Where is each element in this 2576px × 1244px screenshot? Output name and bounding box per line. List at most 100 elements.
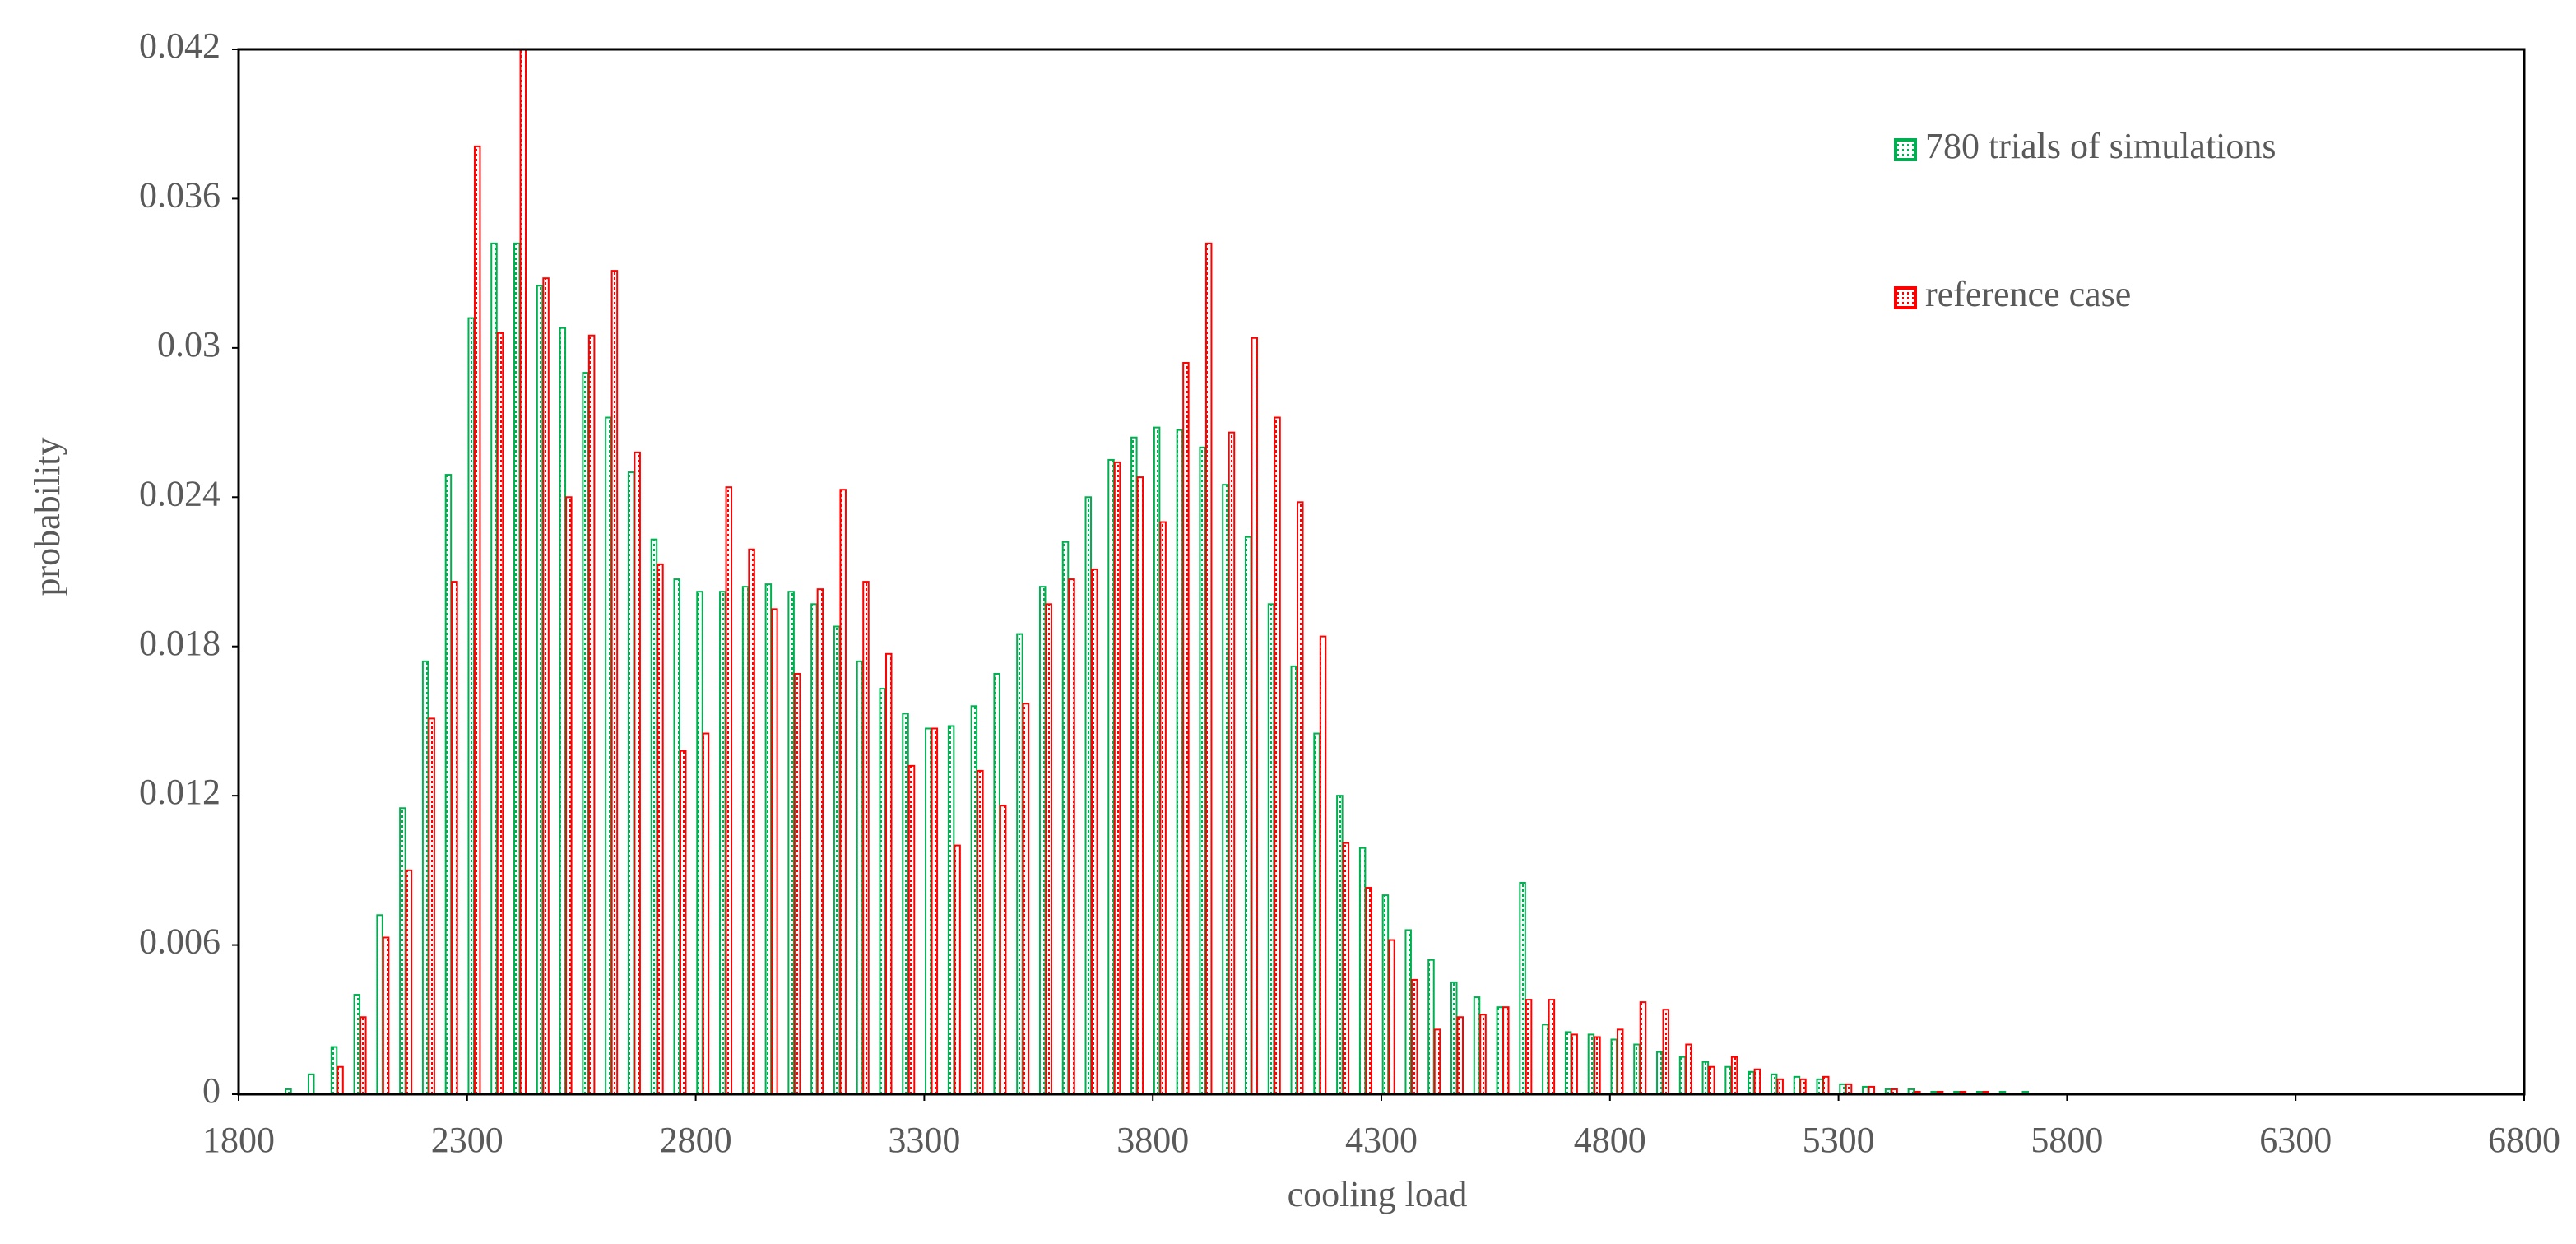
bar [1678, 1056, 1687, 1095]
legend-swatch [1894, 286, 1917, 309]
bar [1136, 476, 1144, 1095]
bar [605, 416, 612, 1095]
bar [610, 270, 619, 1096]
bar [337, 1065, 344, 1095]
bar [1113, 461, 1121, 1095]
bar [496, 332, 504, 1095]
bar [1656, 1051, 1664, 1095]
bar [1274, 416, 1281, 1095]
bar [999, 805, 1007, 1095]
bar [473, 145, 481, 1095]
bar [1336, 795, 1344, 1096]
bar [1045, 603, 1052, 1095]
bar [1525, 999, 1533, 1095]
bar [1038, 586, 1047, 1095]
bar [513, 242, 521, 1095]
bar [1433, 1028, 1441, 1096]
bar [536, 285, 544, 1095]
bar [1404, 929, 1412, 1096]
bar [1022, 703, 1030, 1095]
y-tick-label: 0.006 [139, 921, 220, 962]
bar [793, 672, 801, 1095]
bar [970, 705, 978, 1095]
bar [1068, 578, 1075, 1095]
bar [382, 936, 390, 1095]
bar [1708, 1065, 1715, 1095]
bar [1297, 501, 1304, 1095]
x-tick-label: 4300 [1345, 1120, 1418, 1160]
bar [490, 242, 498, 1095]
bar [741, 586, 750, 1095]
bar [1107, 458, 1115, 1095]
bar [467, 317, 475, 1096]
bar [702, 732, 710, 1095]
bar [1662, 1009, 1670, 1095]
bar [1748, 1070, 1755, 1096]
bar [673, 578, 680, 1095]
bar [330, 1046, 338, 1095]
bar [587, 334, 596, 1095]
bar [1610, 1038, 1618, 1096]
bar [1427, 959, 1435, 1095]
bar [1084, 496, 1093, 1095]
bar [993, 672, 1000, 1095]
bar [353, 994, 361, 1095]
bar [902, 713, 909, 1095]
bar [862, 581, 870, 1095]
bar [771, 608, 778, 1095]
bar [1793, 1075, 1801, 1096]
y-tick-label: 0 [202, 1070, 220, 1111]
y-tick-label: 0.036 [139, 175, 220, 216]
bar [1839, 1083, 1846, 1096]
bar [1496, 1006, 1504, 1095]
bar [1753, 1068, 1761, 1096]
bar [405, 869, 413, 1096]
bar [1388, 939, 1395, 1095]
bar [696, 591, 703, 1095]
bar [1701, 1061, 1710, 1095]
bar [833, 625, 841, 1095]
bar [1342, 842, 1350, 1095]
bar [1358, 847, 1367, 1095]
bar [1159, 521, 1167, 1095]
bar [650, 538, 658, 1095]
bar [1730, 1056, 1738, 1095]
bar [1016, 633, 1023, 1095]
bar [810, 603, 818, 1095]
bar [376, 914, 383, 1096]
bar [1199, 446, 1206, 1095]
bar [1061, 541, 1070, 1095]
bar [925, 727, 932, 1095]
bar [885, 652, 893, 1095]
bar [428, 717, 435, 1096]
x-tick-label: 5300 [1803, 1120, 1875, 1160]
bar [1450, 981, 1458, 1096]
y-axis-label: probability [27, 437, 67, 596]
bar [451, 581, 458, 1095]
bar [679, 750, 687, 1095]
x-tick-label: 6300 [2259, 1120, 2332, 1160]
y-tick-label: 0.03 [157, 324, 220, 364]
x-axis-label: cooling load [1288, 1174, 1468, 1214]
bar [947, 725, 955, 1095]
bar [954, 844, 961, 1095]
bar [1724, 1065, 1732, 1095]
bar [1816, 1078, 1823, 1096]
bar [1153, 426, 1161, 1095]
legend-swatch [1894, 138, 1917, 161]
bar [1130, 436, 1138, 1095]
bar [657, 563, 664, 1095]
bar [360, 1016, 367, 1096]
bar [719, 591, 726, 1095]
bar [1479, 1014, 1487, 1095]
bar [1502, 1006, 1510, 1095]
y-tick-label: 0.018 [139, 623, 220, 663]
bar [1594, 1036, 1601, 1096]
bar [1587, 1033, 1595, 1096]
bar [1564, 1031, 1572, 1096]
bar [1770, 1073, 1778, 1096]
bar [1456, 1016, 1464, 1096]
x-tick-label: 3300 [888, 1120, 960, 1160]
